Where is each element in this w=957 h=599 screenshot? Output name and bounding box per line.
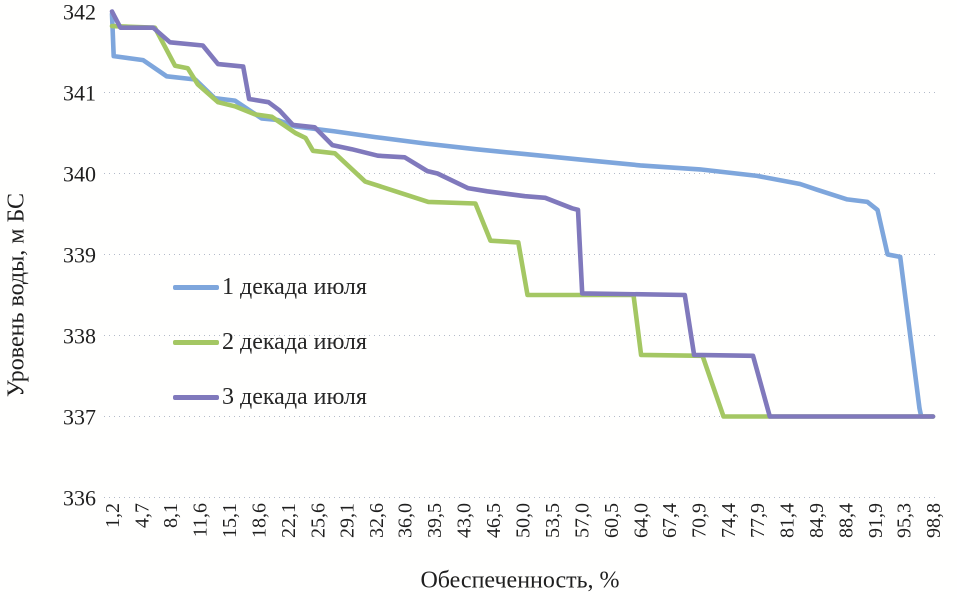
x-axis-tick-label: 53,5 <box>542 503 564 538</box>
x-axis-tick-label: 8,1 <box>160 503 182 528</box>
x-axis-tick-label: 98,8 <box>923 503 945 538</box>
y-axis-tick-label: 337 <box>63 405 96 430</box>
legend-item-3: 3 декада июля <box>173 370 367 425</box>
x-axis-tick-label: 39,5 <box>424 503 446 538</box>
y-axis-tick-label: 342 <box>63 0 96 25</box>
legend-key-line-2 <box>173 340 219 345</box>
x-axis-tick-label: 11,6 <box>190 503 212 537</box>
x-axis-title: Обеспеченность, % <box>420 567 620 594</box>
y-axis-title: Уровень воды, м БС <box>3 192 30 398</box>
legend-item-1: 1 декада июля <box>173 260 367 315</box>
x-axis-tick-label: 91,9 <box>865 503 887 538</box>
x-axis-tick-label: 81,4 <box>777 503 799 538</box>
y-axis-tick-label: 341 <box>63 81 96 106</box>
x-axis-tick-label: 74,4 <box>718 503 740 538</box>
x-axis-tick-label: 32,6 <box>366 503 388 538</box>
x-axis-tick-label: 64,0 <box>630 503 652 538</box>
x-axis-tick-label: 77,9 <box>747 503 769 538</box>
legend-label-3: 3 декада июля <box>222 384 367 410</box>
y-axis-tick-label: 338 <box>63 324 96 349</box>
x-axis-tick-label: 88,4 <box>836 503 858 538</box>
legend-key-line-3 <box>173 395 219 400</box>
legend: 1 декада июля 2 декада июля 3 декада июл… <box>173 260 367 425</box>
x-axis-tick-label: 29,1 <box>337 503 359 538</box>
x-axis-tick-label: 50,0 <box>513 503 535 538</box>
x-axis-tick-label: 18,6 <box>248 503 270 538</box>
x-axis-tick-label: 95,3 <box>894 503 916 538</box>
x-axis-tick-label: 4,7 <box>131 503 153 528</box>
x-axis-tick-label: 25,6 <box>307 503 329 538</box>
x-axis-tick-label: 36,0 <box>395 503 417 538</box>
legend-item-2: 2 декада июля <box>173 315 367 370</box>
y-axis-tick-label: 339 <box>63 243 96 268</box>
y-axis-tick-label: 336 <box>63 486 96 511</box>
legend-key-line-1 <box>173 285 219 290</box>
x-axis-tick-label: 84,9 <box>806 503 828 538</box>
x-axis-tick-label: 46,5 <box>483 503 505 538</box>
legend-label-2: 2 декада июля <box>222 329 367 355</box>
x-axis-tick-label: 70,9 <box>688 503 710 538</box>
legend-label-1: 1 декада июля <box>222 274 367 300</box>
x-axis-tick-label: 57,0 <box>571 503 593 538</box>
x-axis-tick-label: 43,0 <box>454 503 476 538</box>
x-axis-tick-label: 60,5 <box>601 503 623 538</box>
y-axis-tick-label: 340 <box>63 162 96 187</box>
x-axis-tick-label: 15,1 <box>219 503 241 538</box>
x-axis-tick-label: 22,1 <box>278 503 300 538</box>
series-line-3 <box>109 9 936 419</box>
x-axis-tick-label: 1,2 <box>102 503 124 528</box>
x-axis-tick-label: 67,4 <box>659 503 681 538</box>
